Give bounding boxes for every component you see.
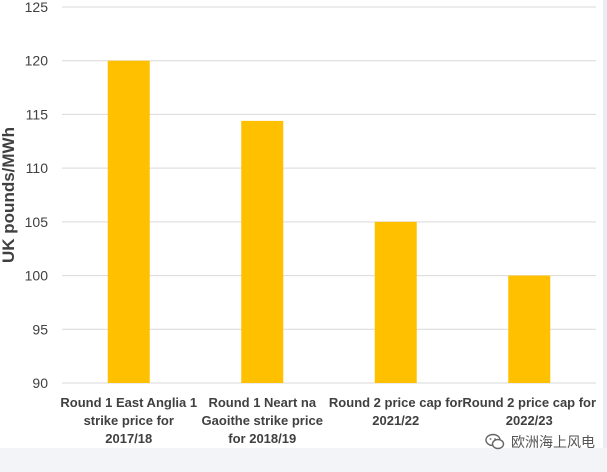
- x-category-label-line: Round 1 East Anglia 1: [60, 395, 197, 410]
- x-category-label-line: Round 2 price cap for: [329, 395, 463, 410]
- y-tick-label: 90: [32, 375, 48, 391]
- x-category-label: Round 1 Neart na Gaoithe strike price for …: [202, 395, 323, 446]
- y-axis-title: UK pounds/MWh: [0, 127, 18, 263]
- x-category-label: Round 1 East Anglia 1 strike price for 201…: [60, 395, 197, 446]
- bar-chart: 90 95 100 105 110 115 120 125 UK pounds/MWh Round…: [0, 0, 596, 446]
- x-category-label-line: strike price for: [84, 413, 174, 428]
- watermark: 欧洲海上风电: [485, 432, 595, 452]
- page-edge: [603, 0, 607, 448]
- bar: [374, 221, 417, 383]
- watermark-text: 欧洲海上风电: [511, 435, 595, 451]
- bar: [107, 60, 150, 383]
- x-category-label-line: Gaoithe strike price: [202, 413, 323, 428]
- y-tick-label: 125: [25, 0, 49, 15]
- x-category-label-line: 2021/22: [372, 413, 419, 428]
- x-category-label-line: Round 1 Neart na: [208, 395, 316, 410]
- y-tick-label: 110: [26, 160, 49, 176]
- x-category-label-line: for 2018/19: [228, 431, 296, 446]
- y-tick-label: 105: [25, 214, 49, 230]
- x-category-label: Round 2 price cap for 2021/22: [329, 395, 463, 428]
- x-category-label-line: Round 2 price cap for: [462, 395, 596, 410]
- y-tick-label: 120: [25, 53, 49, 69]
- footer-strip: [0, 448, 607, 472]
- y-tick-label: 100: [25, 268, 49, 284]
- x-category-label: Round 2 price cap for 2022/23: [462, 395, 596, 428]
- y-tick-label: 115: [26, 106, 49, 122]
- y-tick-label: 95: [32, 321, 48, 337]
- bar: [241, 120, 284, 384]
- x-category-label-line: 2022/23: [506, 413, 553, 428]
- bar: [508, 275, 551, 383]
- wechat-icon: [485, 433, 505, 450]
- x-category-label-line: 2017/18: [105, 431, 152, 446]
